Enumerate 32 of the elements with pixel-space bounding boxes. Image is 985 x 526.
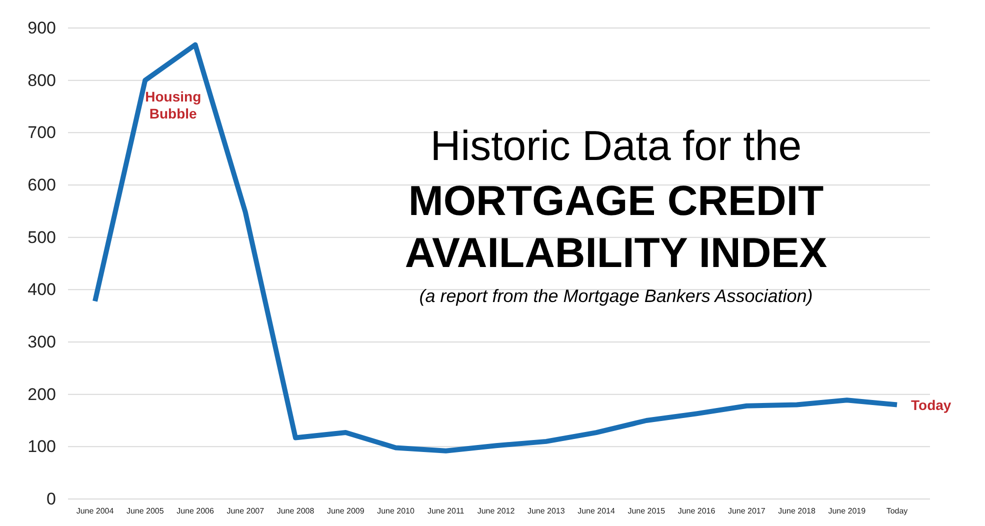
x-tick-label: June 2007 bbox=[226, 506, 265, 516]
x-tick-label: June 2009 bbox=[326, 506, 365, 516]
text: Historic Data for the bbox=[430, 122, 802, 169]
x-tick-label: June 2018 bbox=[778, 506, 816, 516]
y-tick-label: 500 bbox=[28, 228, 56, 247]
y-tick-label: 400 bbox=[28, 280, 56, 300]
y-tick-label: 200 bbox=[28, 384, 56, 404]
x-tick-label: June 2014 bbox=[578, 506, 616, 516]
y-tick-label: 700 bbox=[28, 123, 56, 142]
x-tick-label: Today bbox=[886, 506, 908, 516]
x-tick-label: June 2011 bbox=[427, 506, 465, 516]
y-tick-label: 0 bbox=[46, 489, 56, 508]
x-tick-label: June 2012 bbox=[477, 506, 516, 516]
annotation: (a report from the Mortgage Bankers Association) bbox=[419, 286, 813, 306]
y-tick-label: 100 bbox=[28, 437, 56, 456]
y-tick-label: 300 bbox=[28, 332, 56, 352]
x-tick-label: June 2015 bbox=[628, 506, 666, 516]
y-tick-label: 600 bbox=[28, 175, 56, 194]
x-tick-label: June 2005 bbox=[126, 506, 164, 516]
x-tick-label: June 2006 bbox=[176, 506, 214, 516]
y-tick-label: 900 bbox=[28, 18, 56, 38]
annotation: Today bbox=[911, 396, 952, 413]
x-tick-label: June 2008 bbox=[276, 506, 315, 516]
x-tick-label: June 2019 bbox=[828, 506, 866, 516]
x-tick-label: June 2010 bbox=[377, 506, 415, 516]
y-tick-label: 800 bbox=[28, 70, 56, 90]
x-tick-label: June 2016 bbox=[678, 506, 716, 516]
x-tick-label: June 2004 bbox=[76, 506, 114, 516]
text: MORTGAGE CREDIT AVAILABILITY INDEX bbox=[404, 177, 828, 276]
x-tick-label: June 2013 bbox=[527, 506, 566, 516]
x-tick-label: June 2017 bbox=[728, 506, 766, 516]
annotation: Housing Bubble bbox=[145, 88, 202, 122]
